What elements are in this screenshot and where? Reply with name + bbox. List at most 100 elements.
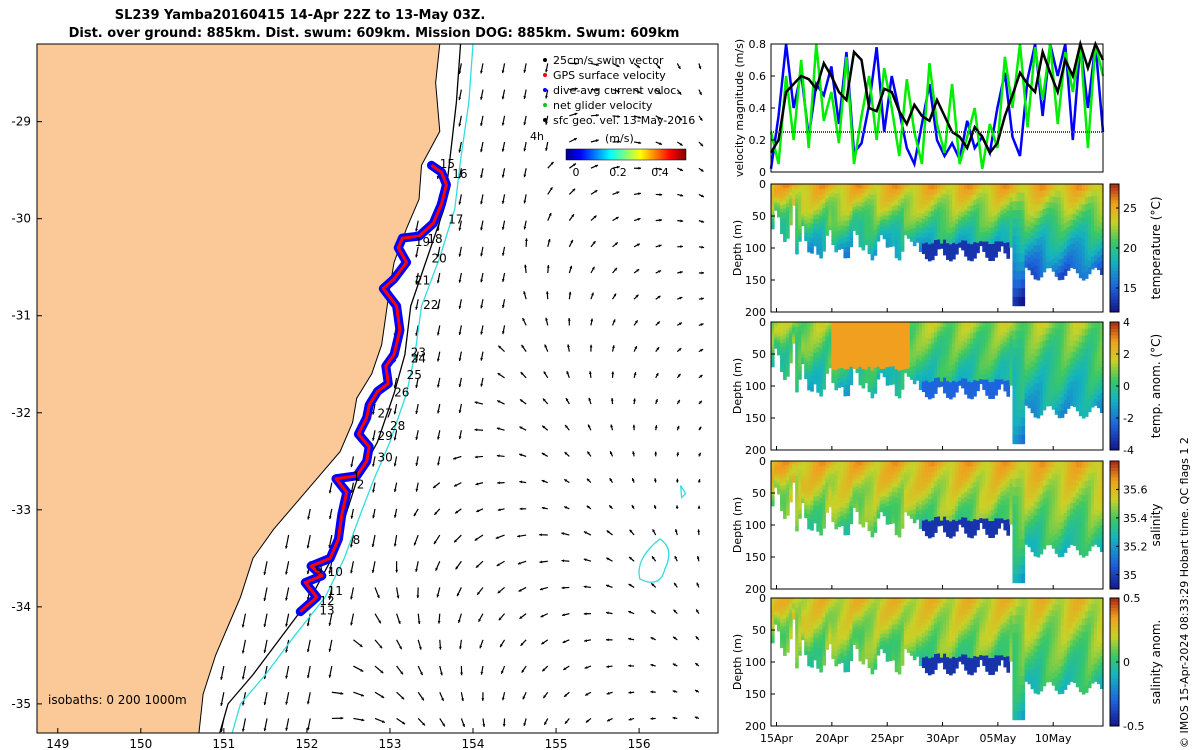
section-cell [885,326,890,332]
section-cell [834,475,838,481]
section-cell [804,326,808,331]
section-cell [1009,353,1014,359]
section-cell [894,524,899,530]
section-cell [1066,328,1071,335]
section-cell [825,343,829,349]
velocity-arrowhead [656,321,660,325]
section-cell [900,374,905,381]
section-cell [834,237,838,243]
section-cell [780,322,784,327]
section-cell [1024,213,1029,221]
velocity-arrowhead [480,70,483,74]
section-cell [891,335,896,341]
section-cell [840,511,845,517]
velocity-arrowhead [359,644,363,647]
section-cell [837,239,842,246]
velocity-arrowhead [676,452,680,455]
section-cell [1057,197,1062,206]
section-cell [924,369,929,376]
section-cell [849,188,854,194]
section-cell [858,335,863,341]
section-cell [786,214,790,220]
section-cell [876,465,881,470]
section-cell [967,327,971,334]
section-cell [973,343,977,350]
section-cell [795,243,799,250]
velocity-arrowhead [612,345,615,349]
section-cell [915,200,920,206]
section-cell [1084,342,1089,350]
section-cell [933,337,938,343]
section-cbar-tick-label: 15 [1123,282,1137,295]
velocity-arrowhead [350,622,354,626]
velocity-arrowhead [481,698,485,701]
section-cell [1033,389,1038,398]
section-cell [852,217,857,222]
section-cell [976,380,980,387]
velocity-arrows [220,62,705,733]
section-cell [946,216,950,223]
section-cell [903,471,908,477]
section-cell [927,376,932,383]
section-cell [804,370,808,376]
section-cell [1000,357,1004,363]
velocity-arrowhead [616,89,620,93]
section-cell [921,233,926,240]
section-cell [1018,262,1023,272]
section-cell [798,497,802,503]
section-cell [849,215,854,221]
section-cell [864,209,869,215]
section-cell [1006,364,1011,371]
section-cell [976,213,980,219]
section-cell [891,375,896,381]
velocity-arrowhead [638,192,641,196]
velocity-arrowhead [679,270,683,274]
section-cell [1036,190,1041,199]
section-cell [780,364,784,369]
section-cell [1069,381,1074,389]
section-cell [1096,358,1101,366]
section-cell [795,248,799,255]
section-cell [915,192,920,198]
section-cell [909,192,914,197]
section-cell [807,523,811,530]
section-cell [1000,344,1004,350]
section-cell [1060,403,1065,412]
section-cell [961,378,965,384]
section-cell [903,322,908,327]
section-cell [843,215,848,222]
section-cell [967,238,971,245]
section-cell [882,511,887,517]
velocity-arrowhead [610,398,614,401]
section-cell [1054,197,1059,205]
section-cell [1072,226,1077,233]
section-cell [1027,364,1032,372]
section-cell [843,466,848,473]
section-cell [825,227,829,233]
section-cell [903,482,908,487]
section-cell [900,523,905,529]
section-cell [897,349,902,356]
section-cell [979,219,983,225]
section-colorbar-cell [1110,289,1119,294]
section-cell [1042,347,1047,354]
section-cell [1009,202,1014,208]
section-cell [885,465,890,471]
section-cell [882,507,887,513]
section-cell [909,461,914,466]
section-cell [1042,340,1047,348]
section-cell [979,227,983,233]
section-cell [786,203,790,208]
section-cell [798,188,802,193]
section-cell [973,236,977,243]
section-cell [807,351,811,357]
section-cell [903,227,908,232]
section-colorbar-cell [1110,190,1119,195]
section-cell [861,489,866,495]
section-cell [1084,348,1089,357]
section-cell [1072,256,1077,263]
section-cell [1078,335,1083,343]
section-colorbar-cell [1110,257,1119,262]
velocity-arrowhead [263,624,267,627]
section-cell [1039,203,1044,212]
